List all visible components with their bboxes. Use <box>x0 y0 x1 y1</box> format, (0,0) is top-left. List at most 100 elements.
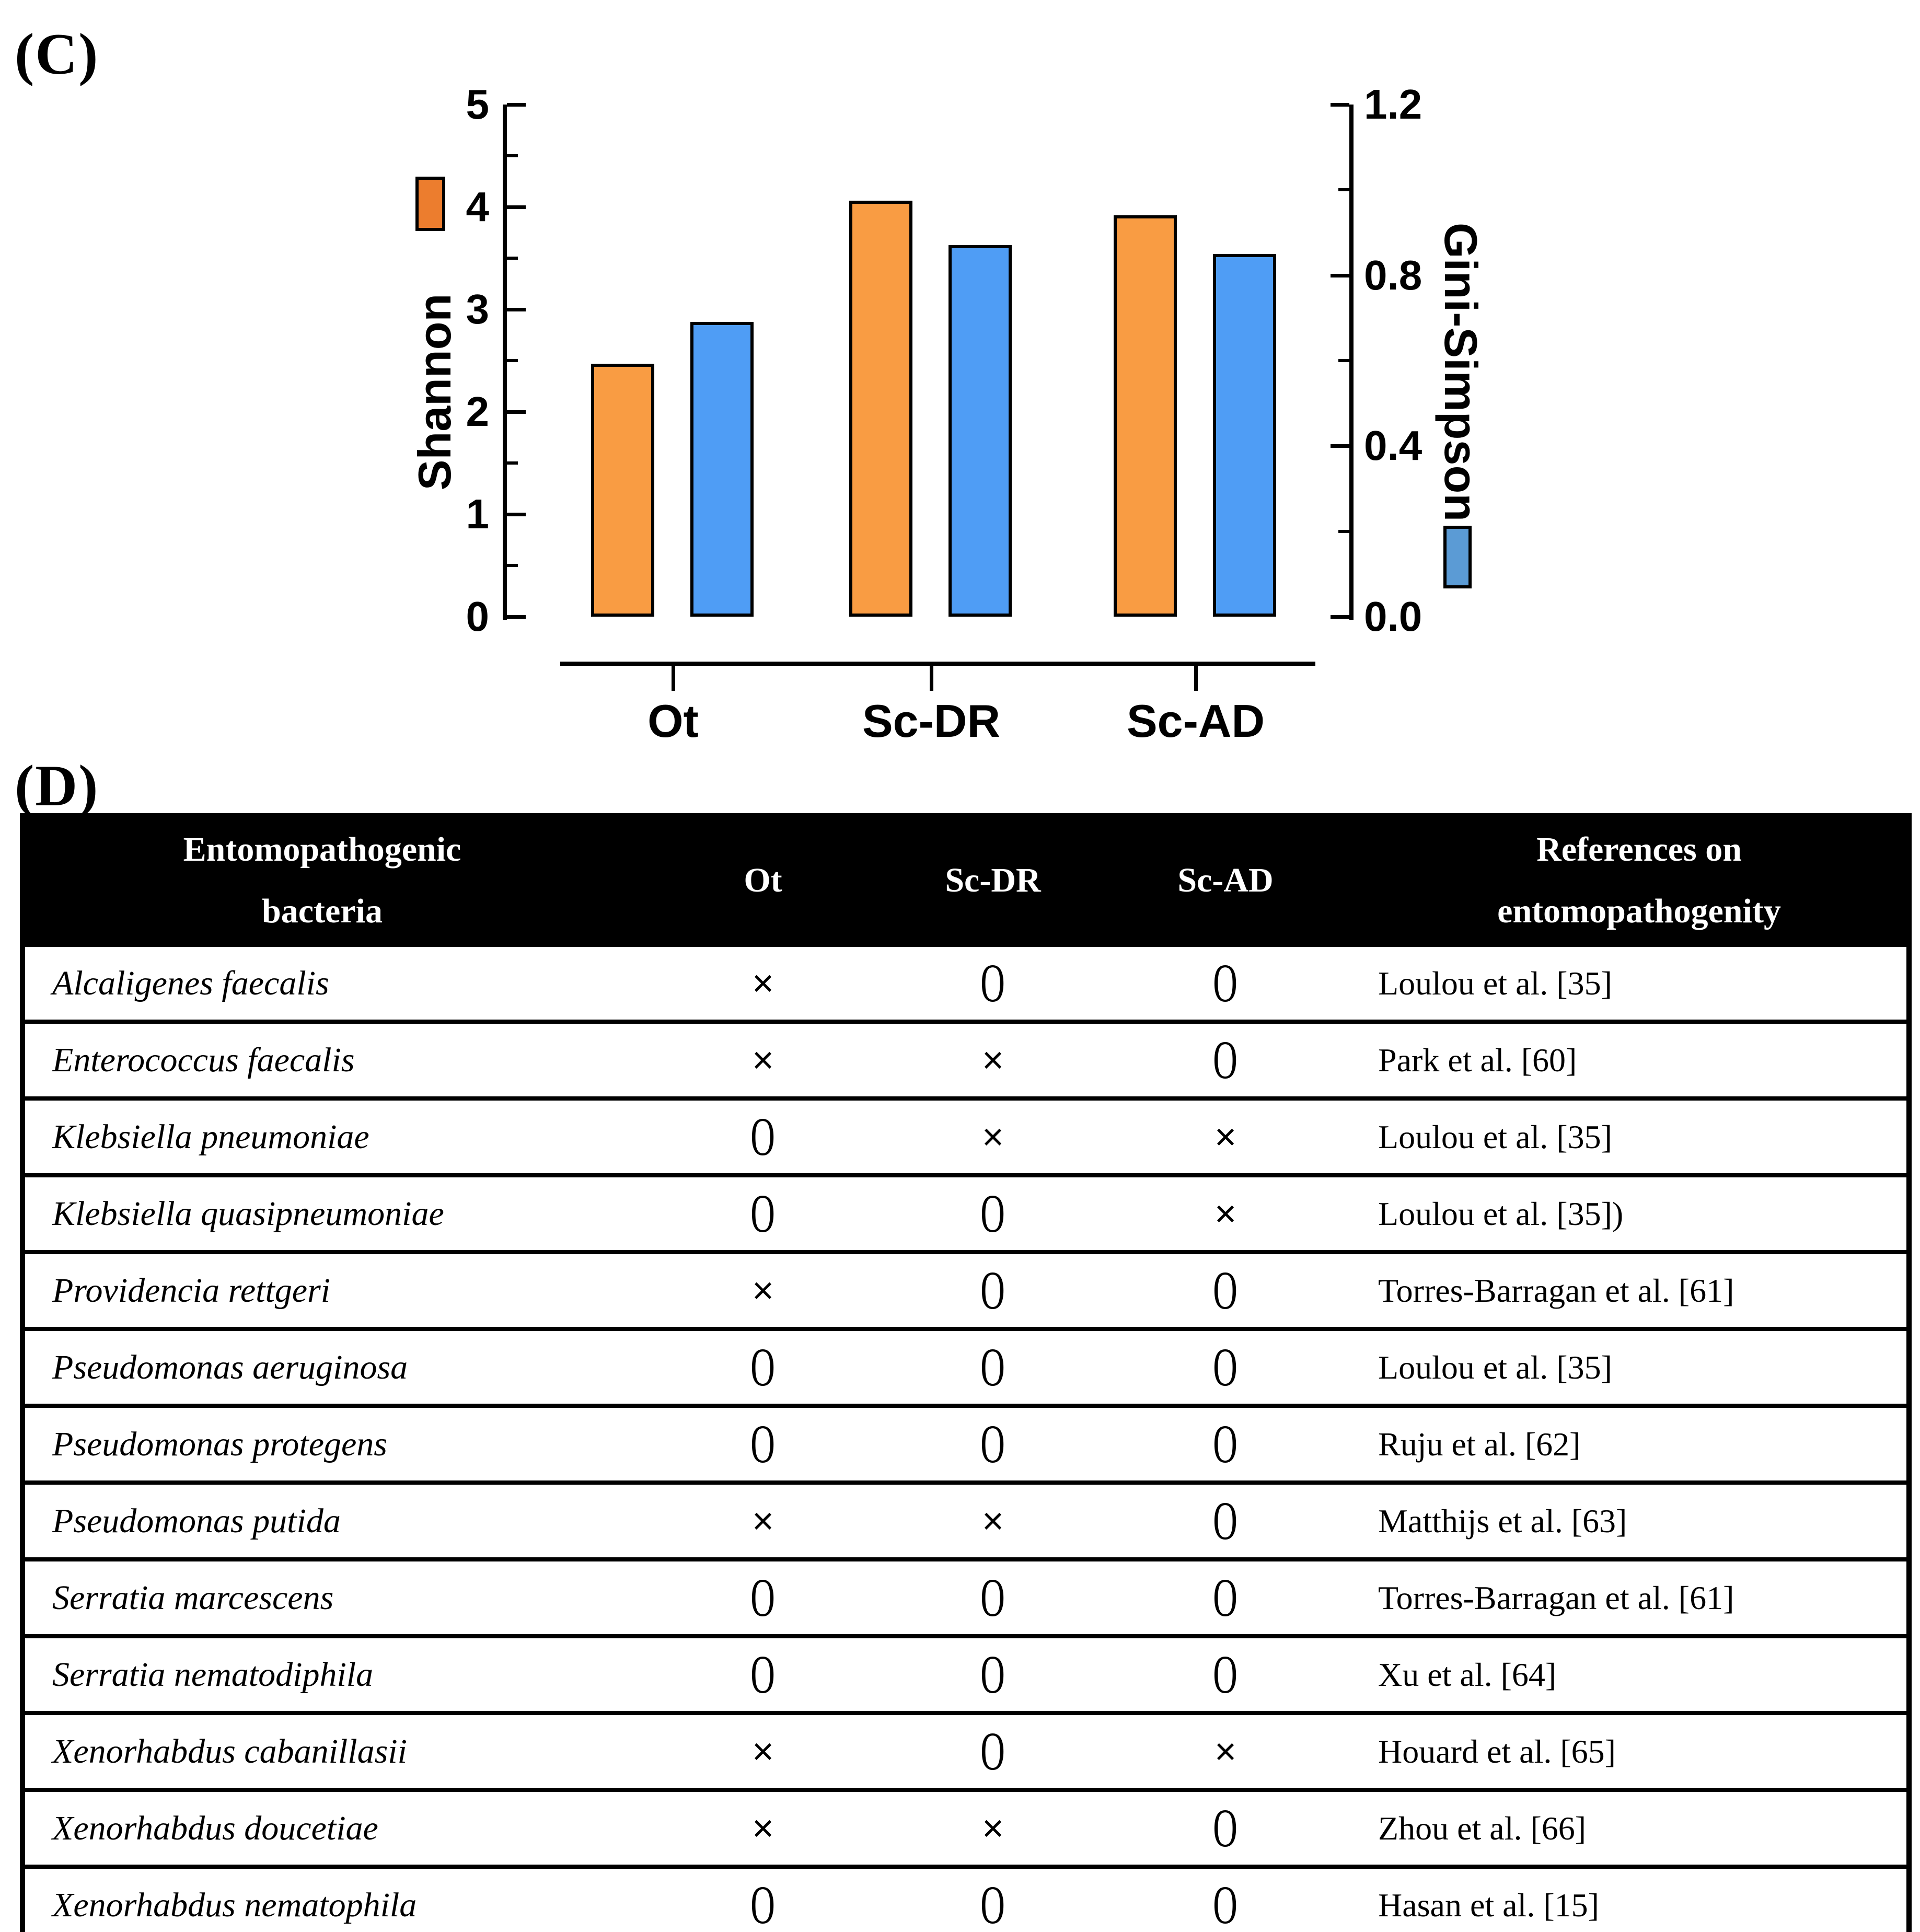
right-axis-minor-tick <box>1338 358 1349 362</box>
presence-ot: O <box>619 1867 907 1932</box>
presence-sc-dr: O <box>907 1713 1079 1790</box>
bar-shannon-Sc-AD <box>1114 215 1177 617</box>
bacteria-name: Enterococcus faecalis <box>22 1022 619 1098</box>
reference: Loulou et al. [35] <box>1372 1329 1909 1406</box>
left-axis-tick <box>507 205 526 209</box>
bacteria-name: Xenorhabdus nematophila <box>22 1867 619 1932</box>
presence-sc-ad: O <box>1079 1406 1372 1483</box>
presence-sc-dr: O <box>907 1175 1079 1252</box>
present-mark: O <box>980 1568 1005 1628</box>
bacteria-name: Alcaligenes faecalis <box>22 945 619 1022</box>
bacteria-name: Pseudomonas aeruginosa <box>22 1329 619 1406</box>
left-axis-tick-label: 5 <box>466 81 490 128</box>
header-sc-dr-label: Sc-DR <box>945 861 1041 899</box>
left-axis-minor-tick <box>507 461 518 465</box>
table-row: Enterococcus faecalis × × O Park et al. [60] <box>22 1022 1909 1098</box>
panel-d-label: (D) <box>15 754 99 818</box>
header-ot: Ot <box>619 816 907 945</box>
shannon-legend-swatch <box>415 177 445 231</box>
reference: Loulou et al. [35]) <box>1372 1175 1909 1252</box>
gini-simpson-legend-swatch <box>1443 526 1472 588</box>
bacteria-table: Entomopathogenic bacteria Ot Sc-DR Sc-AD… <box>20 813 1912 1932</box>
header-bacteria-line1: Entomopathogenic <box>183 830 461 869</box>
right-axis-title: Gini-Simpson <box>1435 223 1487 522</box>
table-header-row: Entomopathogenic bacteria Ot Sc-DR Sc-AD… <box>22 816 1909 945</box>
absent-mark: × <box>751 1039 774 1081</box>
present-mark: O <box>750 1107 776 1167</box>
reference: Zhou et al. [66] <box>1372 1790 1909 1867</box>
presence-ot: × <box>619 1022 907 1098</box>
header-sc-ad-label: Sc-AD <box>1177 861 1274 899</box>
header-bacteria-line2: bacteria <box>262 892 383 930</box>
right-axis-tick-label: 0.4 <box>1364 422 1422 469</box>
bar-gini-simpson-Sc-DR <box>949 245 1012 617</box>
present-mark: O <box>750 1337 776 1397</box>
present-mark: O <box>750 1875 776 1932</box>
presence-sc-ad: O <box>1079 945 1372 1022</box>
bar-shannon-Ot <box>591 363 654 617</box>
absent-mark: × <box>751 962 774 1004</box>
reference: Ruju et al. [62] <box>1372 1406 1909 1483</box>
present-mark: O <box>750 1414 776 1474</box>
x-axis-category-label: Sc-AD <box>1126 695 1265 747</box>
left-axis-tick-label: 0 <box>466 593 490 640</box>
x-axis-category-tick <box>930 666 933 691</box>
table-row: Klebsiella quasipneumoniae O O × Loulou et a… <box>22 1175 1909 1252</box>
present-mark: O <box>750 1184 776 1244</box>
panel-c-label: (C) <box>15 22 99 87</box>
left-axis-tick <box>507 615 526 619</box>
presence-sc-ad: O <box>1079 1867 1372 1932</box>
presence-ot: × <box>619 1790 907 1867</box>
reference: Hasan et al. [15] <box>1372 1867 1909 1932</box>
left-axis-tick-label: 1 <box>466 491 490 537</box>
presence-sc-dr: × <box>907 1790 1079 1867</box>
presence-sc-dr: × <box>907 1098 1079 1175</box>
x-axis-category-tick <box>672 666 675 691</box>
left-axis-tick-label: 4 <box>466 183 490 230</box>
bacteria-name: Providencia rettgeri <box>22 1252 619 1329</box>
table-row: Xenorhabdus nematophila O O O Hasan et al. [… <box>22 1867 1909 1932</box>
present-mark: O <box>980 953 1005 1013</box>
present-mark: O <box>1213 1645 1238 1705</box>
table-row: Xenorhabdus cabanillasii × O × Houard et al.… <box>22 1713 1909 1790</box>
present-mark: O <box>750 1568 776 1628</box>
right-axis-tick <box>1331 615 1349 619</box>
table-row: Pseudomonas protegens O O O Ruju et al. [62] <box>22 1406 1909 1483</box>
table-row: Klebsiella pneumoniae O × × Loulou et al. [3… <box>22 1098 1909 1175</box>
left-y-axis <box>503 105 507 620</box>
right-axis-minor-tick <box>1338 188 1349 192</box>
bacteria-name: Pseudomonas protegens <box>22 1406 619 1483</box>
reference: Matthijs et al. [63] <box>1372 1483 1909 1559</box>
present-mark: O <box>1213 1260 1238 1321</box>
right-y-axis <box>1349 105 1354 620</box>
presence-sc-dr: O <box>907 1559 1079 1636</box>
present-mark: O <box>1213 1414 1238 1474</box>
presence-sc-ad: O <box>1079 1483 1372 1559</box>
presence-ot: × <box>619 1483 907 1559</box>
absent-mark: × <box>751 1500 774 1542</box>
right-axis-tick-label: 0.8 <box>1364 251 1422 298</box>
presence-ot: O <box>619 1329 907 1406</box>
absent-mark: × <box>1214 1730 1237 1773</box>
presence-sc-dr: O <box>907 1636 1079 1713</box>
absent-mark: × <box>1214 1193 1237 1235</box>
reference: Loulou et al. [35] <box>1372 1098 1909 1175</box>
presence-ot: O <box>619 1559 907 1636</box>
presence-sc-dr: O <box>907 945 1079 1022</box>
presence-sc-dr: O <box>907 1252 1079 1329</box>
bacteria-name: Serratia marcescens <box>22 1559 619 1636</box>
left-axis-tick-label: 2 <box>466 388 490 435</box>
left-axis-minor-tick <box>507 257 518 260</box>
bacteria-name: Xenorhabdus cabanillasii <box>22 1713 619 1790</box>
presence-ot: O <box>619 1406 907 1483</box>
present-mark: O <box>1213 1491 1238 1551</box>
present-mark: O <box>1213 953 1238 1013</box>
left-axis-tick <box>507 308 526 311</box>
bar-gini-simpson-Ot <box>690 322 754 617</box>
presence-sc-ad: O <box>1079 1790 1372 1867</box>
bar-gini-simpson-Sc-AD <box>1213 253 1276 617</box>
right-axis-tick <box>1331 444 1349 448</box>
present-mark: O <box>980 1414 1005 1474</box>
present-mark: O <box>750 1645 776 1705</box>
